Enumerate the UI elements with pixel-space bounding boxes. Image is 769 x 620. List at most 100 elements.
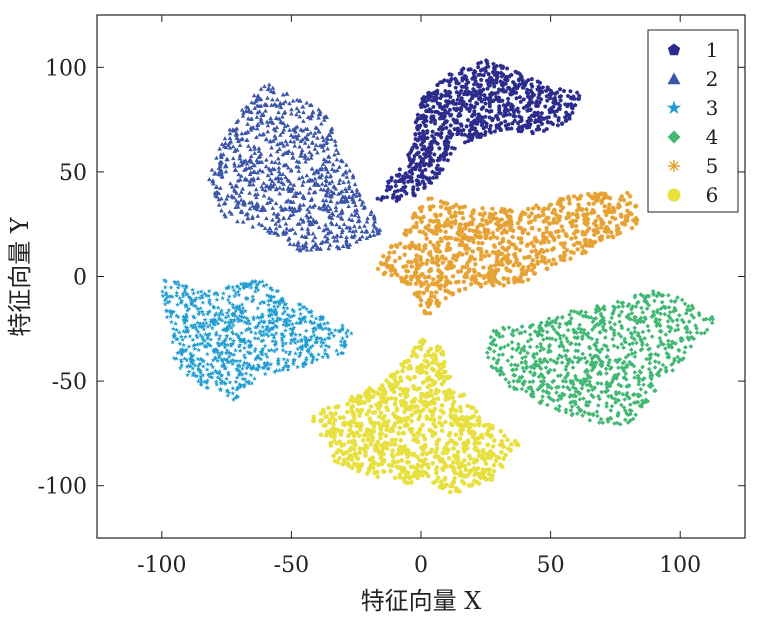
series-2-point bbox=[219, 208, 224, 213]
series-4-point bbox=[540, 381, 546, 387]
series-6-point bbox=[448, 483, 453, 489]
series-3-point bbox=[200, 300, 206, 305]
series-3-point bbox=[243, 370, 249, 376]
series-4-point bbox=[557, 403, 562, 409]
series-6-point bbox=[390, 448, 395, 453]
series-3-point bbox=[225, 370, 231, 375]
series-2-point bbox=[221, 144, 227, 149]
series-5-point bbox=[585, 217, 591, 222]
series-5-point bbox=[547, 232, 553, 238]
series-4-point bbox=[688, 344, 694, 349]
series-1-point bbox=[456, 81, 461, 86]
series-6-point bbox=[376, 421, 381, 426]
series-6-point bbox=[402, 388, 407, 394]
series-4-point bbox=[669, 339, 675, 344]
series-3-point bbox=[179, 350, 185, 356]
series-3-point bbox=[239, 371, 245, 377]
series-3-point bbox=[236, 292, 242, 298]
series-3-point bbox=[252, 346, 258, 352]
series-3-point bbox=[163, 295, 169, 301]
series-4-point bbox=[546, 394, 551, 400]
series-2-point bbox=[238, 197, 244, 202]
series-3-point bbox=[310, 354, 316, 360]
series-2-point bbox=[323, 239, 329, 244]
series-6-point bbox=[368, 463, 374, 468]
series-4-point bbox=[656, 369, 662, 375]
series-5-point bbox=[435, 262, 441, 268]
series-4-point bbox=[527, 332, 533, 337]
series-6-point bbox=[328, 411, 334, 416]
series-2-point bbox=[244, 161, 250, 166]
series-4-point bbox=[598, 362, 603, 368]
series-3-point bbox=[181, 317, 187, 323]
series-6-point bbox=[483, 477, 489, 482]
series-6-point bbox=[466, 428, 472, 434]
series-5-point bbox=[511, 252, 517, 257]
series-4-point bbox=[640, 329, 646, 335]
series-2-point bbox=[334, 157, 340, 162]
series-2-point bbox=[372, 219, 378, 224]
series-5-point bbox=[436, 243, 441, 248]
series-4-point bbox=[550, 324, 555, 329]
series-3-point bbox=[165, 293, 171, 299]
series-6-point bbox=[334, 450, 339, 455]
series-2-point bbox=[288, 167, 294, 172]
series-5-point bbox=[438, 199, 444, 204]
series-2-point bbox=[254, 126, 260, 131]
series-4-point bbox=[522, 329, 528, 335]
series-2-point bbox=[217, 163, 223, 169]
series-5-point bbox=[591, 209, 597, 215]
series-2-point bbox=[262, 83, 267, 89]
series-2-point bbox=[288, 139, 293, 144]
series-2-point bbox=[280, 92, 286, 97]
series-6-point bbox=[409, 413, 414, 418]
series-4-point bbox=[584, 376, 590, 381]
series-2-point bbox=[338, 190, 343, 195]
series-5-point bbox=[455, 237, 461, 242]
series-4-point bbox=[617, 390, 622, 395]
series-3-point bbox=[211, 316, 217, 322]
series-2-point bbox=[318, 240, 324, 246]
series-3-point bbox=[159, 288, 165, 294]
series-3-point bbox=[264, 323, 270, 329]
series-2-point bbox=[316, 112, 322, 117]
series-4-point bbox=[635, 333, 641, 338]
series-1-point bbox=[475, 64, 481, 70]
series-2-point bbox=[244, 177, 250, 182]
series-3-point bbox=[199, 294, 206, 300]
series-3-point bbox=[291, 325, 297, 330]
series-4-point bbox=[547, 342, 553, 348]
series-2-point bbox=[329, 193, 334, 198]
series-3-point bbox=[219, 317, 225, 323]
series-3-point bbox=[230, 357, 236, 363]
series-2-point bbox=[245, 105, 251, 110]
series-5-point bbox=[405, 259, 411, 265]
series-6-point bbox=[458, 469, 463, 475]
series-5-point bbox=[525, 267, 531, 273]
series-6-point bbox=[412, 410, 418, 415]
series-1-point bbox=[505, 77, 510, 82]
series-3-point bbox=[236, 343, 242, 349]
series-5-point bbox=[449, 220, 455, 225]
series-4-point bbox=[645, 399, 651, 404]
series-6-point bbox=[468, 468, 474, 473]
series-2-point bbox=[266, 166, 272, 171]
series-3-point bbox=[338, 338, 344, 344]
series-3-point bbox=[230, 385, 236, 391]
series-6-point bbox=[458, 473, 464, 478]
series-6-point bbox=[431, 382, 437, 387]
series-1-point bbox=[413, 136, 418, 141]
series-5-point bbox=[433, 260, 439, 266]
series-3-point bbox=[240, 362, 246, 368]
series-3-point bbox=[342, 344, 348, 350]
series-1-point bbox=[567, 113, 572, 118]
series-2-point bbox=[307, 149, 312, 154]
series-1-point bbox=[430, 169, 435, 174]
series-2-point bbox=[308, 214, 314, 219]
series-2-point bbox=[321, 148, 327, 153]
series-4-point bbox=[675, 295, 680, 300]
series-2-point bbox=[227, 131, 233, 136]
series-3-point bbox=[318, 343, 324, 349]
series-3-point bbox=[285, 367, 291, 372]
